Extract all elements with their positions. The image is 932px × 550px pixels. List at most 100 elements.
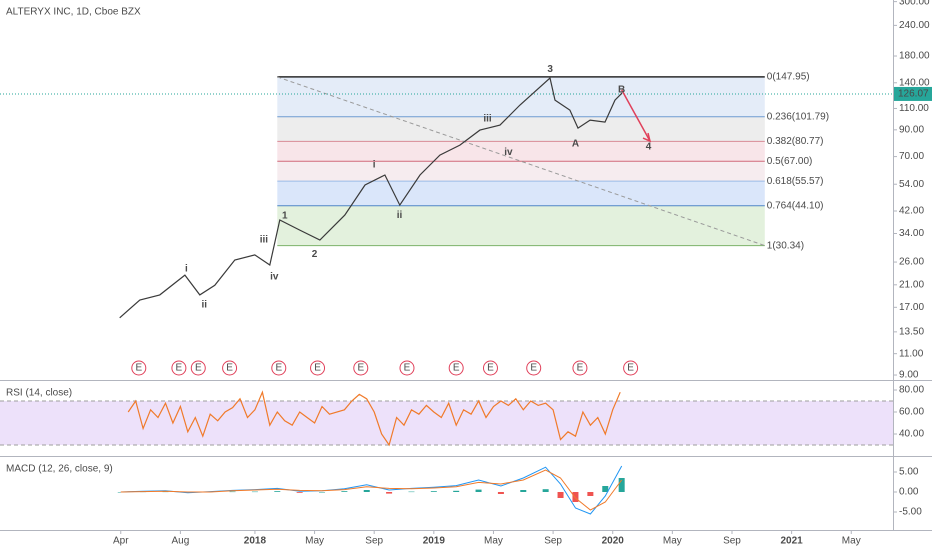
y-tick-label: 180.00	[899, 51, 930, 62]
earnings-marker	[190, 360, 206, 376]
x-tick-label: May	[484, 536, 503, 547]
fib-label: 1(30.34)	[767, 240, 804, 251]
panel-title: MACD (12, 26, close, 9)	[6, 464, 113, 475]
earnings-marker	[271, 360, 287, 376]
wave-label: ii	[201, 299, 207, 310]
price-line	[127, 390, 621, 447]
earnings-label: E	[577, 363, 584, 374]
earnings-label: E	[135, 363, 142, 374]
earnings-marker	[526, 360, 542, 376]
y-tick-label: 5.00	[899, 467, 919, 478]
y-tick-label: 26.00	[899, 257, 924, 268]
histogram-bar	[117, 492, 124, 493]
y-tick-label: -5.00	[899, 507, 922, 518]
earnings-label: E	[357, 363, 364, 374]
histogram-bar	[229, 491, 236, 493]
y-tick-label: 90.00	[899, 124, 924, 135]
earnings-marker	[222, 360, 238, 376]
wave-label: iii	[483, 114, 492, 125]
x-tick-label: May	[842, 536, 861, 547]
earnings-marker	[623, 360, 639, 376]
histogram-bar	[520, 490, 527, 492]
fib-zone	[277, 181, 765, 206]
histogram-bar	[475, 489, 482, 492]
wave-label: 4	[646, 142, 652, 153]
earnings-marker	[399, 360, 415, 376]
earnings-label: E	[195, 363, 202, 374]
wave-label: A	[572, 138, 579, 149]
earnings-marker	[448, 360, 464, 376]
y-tick-label: 240.00	[899, 20, 930, 31]
fib-label: 0.236(101.79)	[767, 111, 829, 122]
y-tick-label: 60.00	[899, 407, 924, 418]
fib-zone	[277, 161, 765, 182]
histogram-bar	[587, 492, 594, 496]
fib-label: 0.764(44.10)	[767, 200, 824, 211]
histogram-bar	[430, 491, 437, 492]
x-tick-label: Sep	[544, 536, 562, 547]
last-price-label: 126.07	[898, 89, 929, 100]
y-tick-label: 80.00	[899, 385, 924, 396]
y-tick-label: 17.00	[899, 302, 924, 313]
earnings-marker	[310, 360, 326, 376]
y-tick-label: 300.00	[899, 0, 930, 7]
wave-label: B	[618, 84, 625, 95]
last-price-box	[894, 86, 932, 101]
y-tick-label: 110.00	[899, 103, 929, 114]
fib-label: 0.5(67.00)	[767, 156, 813, 167]
earnings-label: E	[453, 363, 460, 374]
panel-title: ALTERYX INC, 1D, Cboe BZX	[6, 7, 141, 18]
histogram-bar	[319, 492, 326, 493]
histogram-bar	[618, 478, 625, 492]
x-tick-label: 2021	[780, 536, 803, 547]
wave-label: 3	[547, 64, 553, 75]
y-tick-label: 140.00	[899, 77, 930, 88]
wave-label: 1	[282, 210, 288, 221]
wave-label: 2	[312, 249, 318, 260]
earnings-marker	[353, 360, 369, 376]
y-tick-label: 0.00	[899, 487, 919, 498]
wave-label: iv	[504, 147, 513, 158]
fib-zone	[277, 141, 765, 162]
histogram-bar	[386, 492, 393, 494]
y-tick-label: 11.00	[899, 348, 924, 359]
y-tick-label: 54.00	[899, 179, 924, 190]
histogram-bar	[363, 490, 370, 492]
x-tick-label: 2019	[423, 536, 446, 547]
panel-title: RSI (14, close)	[6, 388, 72, 399]
histogram-bar	[497, 492, 504, 494]
x-tick-label: Aug	[171, 536, 189, 547]
earnings-label: E	[487, 363, 494, 374]
fib-zone	[277, 205, 765, 246]
earnings-marker	[131, 360, 147, 376]
fib-label: 0.382(80.77)	[767, 136, 824, 147]
x-tick-label: 2020	[602, 536, 625, 547]
wave-label: iii	[260, 235, 269, 246]
histogram-bar	[296, 492, 303, 493]
series-line	[120, 469, 623, 511]
fib-zone	[277, 116, 765, 142]
wave-label: i	[373, 160, 376, 171]
histogram-bar	[453, 490, 460, 492]
earnings-label: E	[275, 363, 282, 374]
earnings-marker	[572, 360, 588, 376]
earnings-label: E	[627, 363, 634, 374]
histogram-bar	[572, 492, 579, 502]
earnings-label: E	[314, 363, 321, 374]
trend-line	[277, 76, 765, 247]
x-tick-label: Sep	[723, 536, 741, 547]
histogram-bar	[408, 491, 415, 493]
fib-label: 0(147.95)	[767, 72, 810, 83]
wave-label: i	[185, 263, 188, 274]
x-tick-label: Sep	[365, 536, 383, 547]
earnings-label: E	[226, 363, 233, 374]
earnings-label: E	[404, 363, 411, 374]
y-tick-label: 34.00	[899, 228, 924, 239]
histogram-bar	[341, 491, 348, 492]
y-tick-label: 70.00	[899, 151, 924, 162]
fib-zone	[277, 76, 765, 117]
y-tick-label: 40.00	[899, 429, 924, 440]
earnings-marker	[171, 360, 187, 376]
